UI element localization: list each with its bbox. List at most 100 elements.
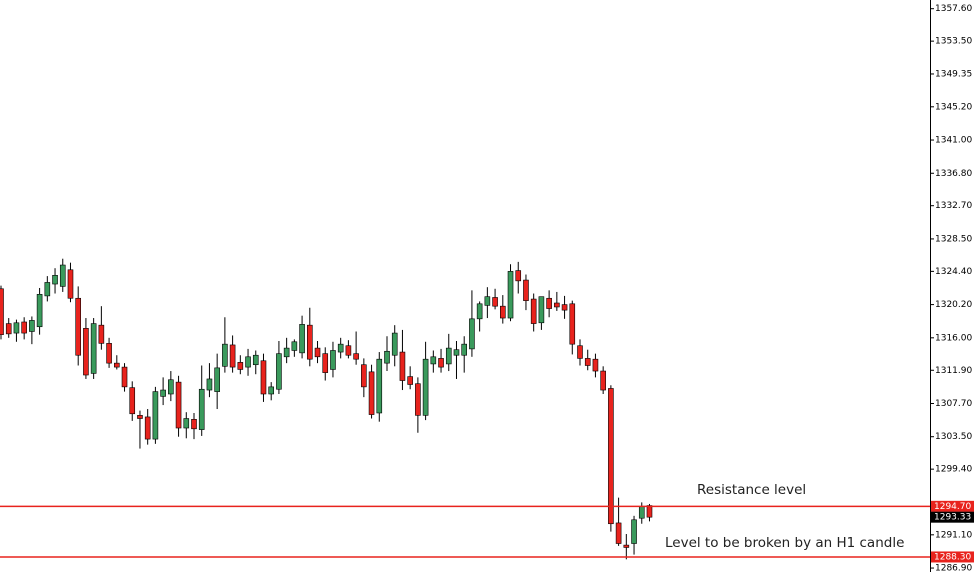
y-tick-label: 1307.70 [935,399,972,409]
candle-body [175,381,182,429]
candle-body [337,343,344,353]
candle-body [245,356,251,368]
candle-body [384,350,390,364]
candle-body [75,297,81,356]
candle-body [299,324,305,354]
candle-body [561,304,568,311]
candle-body [106,343,112,364]
candle-body [276,353,282,390]
candle-body [306,324,313,360]
candle-body [453,349,460,356]
candle-body [499,305,506,319]
candle-body [577,345,583,359]
candle-body [160,389,166,397]
y-tick-label: 1286.90 [935,564,972,572]
candle-body [198,388,205,430]
candle-body [5,323,12,335]
candle-body [13,322,20,334]
candle-body [98,324,105,344]
candle-body [646,505,653,518]
candle-body [546,297,552,309]
candle-body [229,344,236,368]
candle-body [515,270,522,282]
candle-body [206,378,213,391]
y-tick-label: 1320.20 [935,300,972,310]
level-price-box [931,500,974,512]
y-tick-label: 1311.90 [935,366,972,376]
candle-body [615,522,622,544]
candle-body [422,358,429,416]
candle-body [361,364,367,388]
y-tick-label: 1341.00 [935,136,972,146]
y-tick-label: 1345.20 [935,102,972,112]
candle-body [407,376,413,385]
y-tick-label: 1303.50 [935,432,972,442]
annotation: Resistance level [697,482,806,498]
level-price-label: 1288.30 [934,552,971,562]
candle-body [523,279,529,301]
candle-body [592,358,599,372]
candle-body [260,360,267,395]
candle-body [291,341,298,351]
candle-body [623,544,630,548]
y-tick-label: 1324.40 [935,267,972,277]
candle-body [322,353,329,373]
candle-body [638,506,645,519]
candle-body [268,386,275,395]
candle-body [29,320,35,332]
candle-body [59,264,66,287]
candle-body [353,353,359,360]
candle-body [191,419,197,430]
candle-body [600,370,606,391]
candle-body [152,391,159,440]
candle-body [314,347,321,358]
candle-body [183,418,190,429]
candle-body [538,296,545,324]
candle-body [584,358,591,366]
candle-body [21,321,27,334]
candle-body [415,383,421,416]
candle-body [445,347,452,365]
candle-body [530,298,537,324]
candle-body [252,354,259,366]
candle-body [608,388,614,525]
candle-body [469,318,475,350]
candle-body [368,371,375,415]
candle-body [461,343,468,356]
candle-body [67,269,74,299]
candle-body [222,343,228,367]
y-tick-label: 1328.50 [935,234,972,244]
candle-body [121,366,128,388]
y-tick-label: 1353.50 [935,37,972,47]
candle-body [114,362,120,368]
y-tick-label: 1316.00 [935,333,972,343]
candle-body [631,519,637,544]
candle-body [44,282,51,297]
candle-body [492,297,498,307]
y-tick-label: 1357.60 [935,4,972,14]
candle-body [283,347,290,358]
candle-body [376,358,383,414]
y-tick-label: 1299.40 [935,465,972,475]
candle-body [137,415,143,419]
candle-body [484,296,491,306]
candle-body [330,350,336,370]
candle-body [569,303,576,345]
candle-body [83,328,89,376]
candle-body [144,416,151,440]
candle-body [237,362,244,370]
candle-body [554,302,560,308]
y-tick-label: 1349.35 [935,69,972,79]
annotation: Level to be broken by an H1 candle [665,535,904,551]
current-price-box [931,511,974,523]
candle-body [345,345,352,356]
candle-body [430,356,437,365]
candle-body [391,332,398,356]
y-tick-label: 1332.70 [935,201,972,211]
candle-body [476,303,483,320]
current-price-label: 1293.33 [934,513,971,523]
candle-body [168,379,174,395]
y-tick-label: 1336.80 [935,169,972,179]
